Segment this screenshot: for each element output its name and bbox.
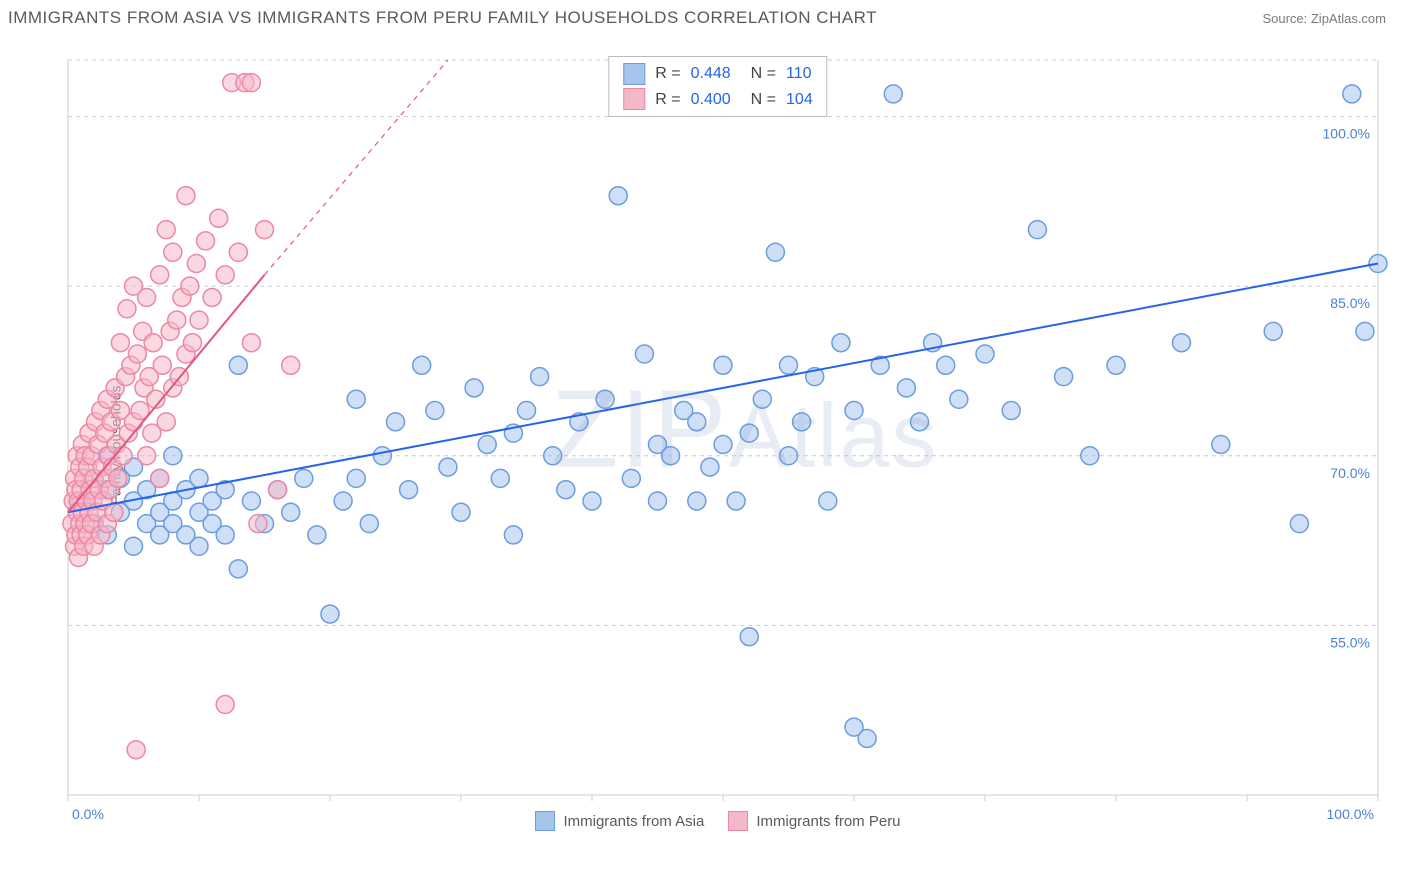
svg-text:55.0%: 55.0% [1330,634,1370,650]
legend-swatch [623,88,645,110]
chart-title: IMMIGRANTS FROM ASIA VS IMMIGRANTS FROM … [8,8,877,28]
correlation-row: R =0.448N =110 [623,61,812,87]
correlation-row: R =0.400N =104 [623,87,812,113]
chart-header: IMMIGRANTS FROM ASIA VS IMMIGRANTS FROM … [0,0,1406,28]
correlation-legend: R =0.448N =110R =0.400N =104 [608,56,827,117]
legend-swatch [535,811,555,831]
legend-swatch [623,63,645,85]
series-legend: Immigrants from Asia Immigrants from Peru [48,811,1388,836]
legend-label: Immigrants from Asia [563,813,704,830]
svg-text:85.0%: 85.0% [1330,295,1370,311]
source-label: Source: ZipAtlas.com [1262,11,1386,26]
legend-item: Immigrants from Peru [728,811,900,831]
svg-text:70.0%: 70.0% [1330,465,1370,481]
legend-swatch [728,811,748,831]
legend-item: Immigrants from Asia [535,811,704,831]
scatter-plot-svg: 55.0%70.0%85.0%100.0%0.0%100.0% [48,50,1388,840]
svg-text:100.0%: 100.0% [1323,126,1370,142]
plot-area: Family Households 55.0%70.0%85.0%100.0%0… [48,50,1388,840]
legend-label: Immigrants from Peru [756,813,900,830]
